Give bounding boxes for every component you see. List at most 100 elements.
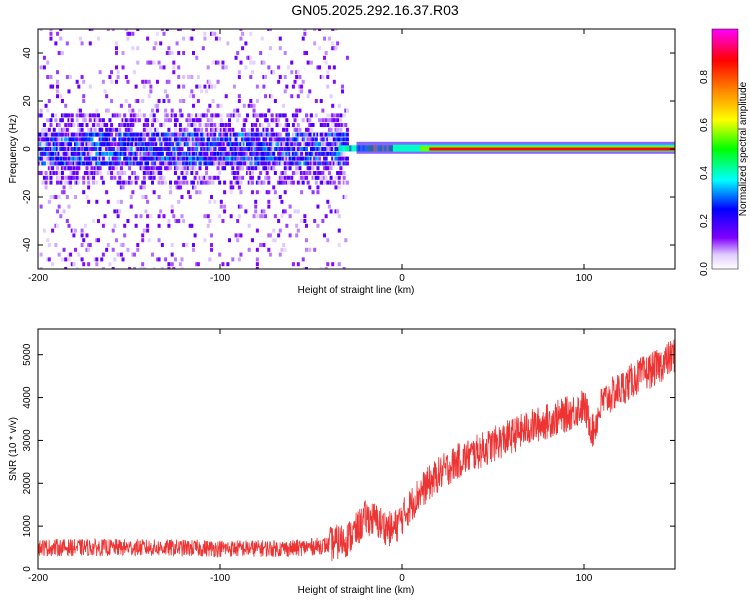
heatmap-cell bbox=[205, 156, 209, 161]
heatmap-cell bbox=[169, 51, 173, 55]
heatmap-cell bbox=[152, 267, 156, 269]
heatmap-cell bbox=[178, 147, 182, 151]
heatmap-cell bbox=[56, 175, 60, 180]
heatmap-cell bbox=[255, 118, 259, 123]
heatmap-cell bbox=[195, 142, 199, 147]
heatmap-cell bbox=[108, 75, 112, 79]
heatmap-cell bbox=[260, 147, 264, 151]
heatmap-cell bbox=[170, 108, 174, 113]
heatmap-cell bbox=[278, 180, 282, 185]
heatmap-cell bbox=[118, 113, 122, 118]
heatmap-cell bbox=[62, 127, 66, 132]
heatmap-cell bbox=[185, 118, 189, 123]
heatmap-cell bbox=[180, 171, 184, 175]
heatmap-cell bbox=[167, 156, 171, 161]
heatmap-cell bbox=[72, 132, 76, 137]
heatmap-cell bbox=[314, 137, 318, 142]
heatmap-cell bbox=[128, 175, 132, 180]
heatmap-cell bbox=[237, 137, 241, 142]
y-tick-label: 40 bbox=[22, 47, 33, 59]
heatmap-cell bbox=[187, 151, 191, 156]
heatmap-cell bbox=[229, 113, 233, 118]
heatmap-cell bbox=[324, 60, 328, 65]
heatmap-cell bbox=[339, 171, 343, 175]
heatmap-cell bbox=[345, 137, 349, 142]
heatmap-cell bbox=[82, 118, 86, 123]
heatmap-cell bbox=[51, 262, 55, 267]
heatmap-cell bbox=[229, 214, 233, 219]
heatmap-cell bbox=[121, 132, 125, 137]
heatmap-cell bbox=[223, 151, 227, 156]
heatmap-cell bbox=[88, 243, 92, 247]
heatmap-cell bbox=[62, 147, 66, 151]
y-tick-label: 20 bbox=[22, 95, 33, 107]
heatmap-cell bbox=[223, 132, 227, 137]
heatmap-cell bbox=[303, 161, 307, 166]
heatmap-cell bbox=[70, 228, 74, 233]
heatmap-cell bbox=[160, 132, 164, 137]
heatmap-cell bbox=[326, 84, 330, 89]
heatmap-cell bbox=[134, 84, 138, 89]
heatmap-cell bbox=[323, 156, 327, 161]
heatmap-cell bbox=[308, 89, 312, 94]
heatmap-cell bbox=[195, 132, 199, 137]
heatmap-cell bbox=[259, 123, 263, 127]
heatmap-cell bbox=[75, 161, 79, 166]
heatmap-cell bbox=[250, 151, 254, 156]
heatmap-cell bbox=[257, 161, 261, 166]
heatmap-cell bbox=[259, 180, 263, 185]
heatmap-cell bbox=[152, 118, 156, 123]
heatmap-cell bbox=[270, 132, 274, 137]
heatmap-cell bbox=[195, 171, 199, 175]
heatmap-cell bbox=[208, 84, 212, 89]
heatmap-cell bbox=[221, 60, 225, 65]
heatmap-cell bbox=[224, 156, 228, 161]
heatmap-cell bbox=[57, 51, 61, 55]
heatmap-cell bbox=[314, 151, 318, 156]
heatmap-cell bbox=[57, 252, 61, 257]
heatmap-cell bbox=[327, 65, 331, 70]
carrier-core bbox=[429, 147, 675, 151]
heatmap-cell bbox=[278, 195, 282, 199]
heatmap-cell bbox=[291, 113, 295, 118]
heatmap-cell bbox=[208, 79, 212, 84]
heatmap-cell bbox=[229, 137, 233, 142]
heatmap-cell bbox=[170, 209, 174, 214]
heatmap-cell bbox=[332, 79, 336, 84]
heatmap-cell bbox=[54, 142, 58, 147]
heatmap-cell bbox=[106, 108, 110, 113]
heatmap-cell bbox=[198, 166, 202, 171]
heatmap-cell bbox=[116, 214, 120, 219]
heatmap-cell bbox=[141, 238, 145, 243]
heatmap-cell bbox=[128, 151, 132, 156]
heatmap-cell bbox=[147, 137, 151, 142]
heatmap-cell bbox=[44, 180, 48, 185]
heatmap-cell bbox=[296, 123, 300, 127]
heatmap-cell bbox=[300, 132, 304, 137]
heatmap-cell bbox=[141, 142, 145, 147]
heatmap-cell bbox=[38, 137, 41, 142]
heatmap-cell bbox=[275, 113, 279, 118]
heatmap-cell bbox=[223, 142, 227, 147]
heatmap-cell bbox=[144, 118, 148, 123]
heatmap-cell bbox=[83, 156, 87, 161]
heatmap-cell bbox=[301, 79, 305, 84]
heatmap-cell bbox=[121, 51, 125, 55]
heatmap-cell bbox=[144, 151, 148, 156]
heatmap-cell bbox=[159, 156, 163, 161]
heatmap-cell bbox=[214, 161, 218, 166]
heatmap-cell bbox=[341, 123, 345, 127]
heatmap-cell bbox=[293, 151, 297, 156]
heatmap-cell bbox=[87, 127, 91, 132]
heatmap-cell bbox=[139, 214, 143, 219]
heatmap-cell bbox=[332, 113, 336, 118]
heatmap-cell bbox=[331, 137, 335, 142]
heatmap-cell bbox=[90, 175, 94, 180]
heatmap-cell bbox=[133, 252, 137, 257]
heatmap-cell bbox=[83, 151, 87, 156]
heatmap-cell bbox=[116, 151, 120, 156]
heatmap-cell bbox=[141, 195, 145, 199]
heatmap-cell bbox=[209, 147, 213, 151]
heatmap-cell bbox=[137, 151, 141, 156]
heatmap-cell bbox=[221, 132, 225, 137]
